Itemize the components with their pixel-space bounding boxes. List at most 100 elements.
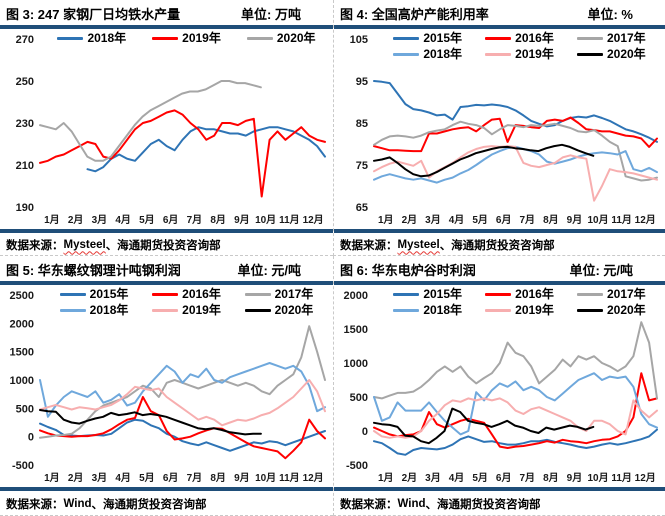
x-axis-tick: 8月 bbox=[543, 472, 559, 484]
source-note: 数据来源： Mysteel 、海通期货投资咨询部 bbox=[334, 233, 665, 255]
chart-title: 图 5: 华东螺纹钢理计吨钢利润 bbox=[6, 263, 181, 278]
divider-bar bbox=[0, 25, 333, 29]
source-brand: Wind bbox=[397, 497, 426, 510]
source-brand: Mysteel bbox=[63, 238, 106, 251]
y-axis-tick: 65 bbox=[356, 202, 368, 214]
chart-canvas: 2000 1500 1000 500 0 -500 1月 2月 3月 4月 5月 6月 7月 8月 9月 10… bbox=[344, 290, 658, 484]
y-axis-tick: 95 bbox=[356, 76, 368, 88]
chart-canvas: 2500 2000 1500 1000 500 0 -500 1月 2月 3月 4月 5月 6月 7月 8月… bbox=[10, 290, 326, 484]
source-note: 数据来源： Wind 、海通期货投资咨询部 bbox=[0, 491, 333, 515]
y-axis-tick: 1500 bbox=[10, 347, 34, 359]
source-rest: 、海通期货投资咨询部 bbox=[425, 498, 541, 511]
panel-fig3: 图 3: 247 家钢厂日均铁水产量 单位: 万吨 2018年 2019年 2020… bbox=[0, 0, 333, 256]
x-axis-tick: 3月 bbox=[92, 214, 108, 226]
y-axis-tick: 1500 bbox=[344, 324, 368, 336]
series-line-2020年 bbox=[373, 407, 595, 445]
x-axis-tick: 1月 bbox=[44, 472, 60, 484]
panel-header: 图 5: 华东螺纹钢理计吨钢利润 单位: 元/吨 bbox=[0, 256, 333, 281]
x-axis-tick: 7月 bbox=[520, 472, 536, 484]
source-prefix: 数据来源： bbox=[6, 239, 64, 252]
series-line-2015年 bbox=[373, 80, 658, 143]
x-axis-tick: 11月 bbox=[611, 214, 632, 226]
y-axis-tick: 0 bbox=[362, 426, 368, 438]
x-axis-tick: 12月 bbox=[303, 472, 324, 484]
series-line-2017年 bbox=[373, 321, 658, 400]
x-axis-tick: 5月 bbox=[472, 472, 488, 484]
chart-fig6-eaf-offpeak-profit: 2015年 2016年 2017年 2018年 2019年 2020年 2000 1500 1… bbox=[334, 285, 665, 487]
y-axis-tick: 1000 bbox=[10, 375, 34, 387]
x-axis-tick: 5月 bbox=[139, 472, 155, 484]
x-axis-tick: 4月 bbox=[449, 472, 465, 484]
source-brand: Wind bbox=[63, 497, 92, 510]
chart-unit-label: 单位: 元/吨 bbox=[569, 263, 633, 278]
series-line-2019年 bbox=[373, 145, 658, 202]
x-axis-tick: 4月 bbox=[449, 214, 465, 226]
series-line-2018年 bbox=[373, 372, 658, 436]
x-axis-tick: 2月 bbox=[68, 214, 84, 226]
y-axis-tick: 500 bbox=[350, 392, 368, 404]
divider-bar bbox=[334, 25, 665, 29]
chart-fig4-blast-furnace-utilization: 2015年 2016年 2017年 2018年 2019年 2020年 105 95 85 75… bbox=[334, 29, 665, 229]
x-axis-tick: 1月 bbox=[378, 214, 394, 226]
panel-header: 图 4: 全国高炉产能利用率 单位: % bbox=[334, 0, 665, 25]
y-axis-tick: 1000 bbox=[344, 358, 368, 370]
x-axis-tick: 9月 bbox=[567, 472, 583, 484]
chart-canvas: 270 250 230 210 190 1月 2月 3月 4月 5月 6月 7月 8月 9月 10月 11月 1… bbox=[16, 34, 326, 226]
y-axis-tick: -500 bbox=[12, 460, 34, 472]
source-brand: Mysteel bbox=[397, 238, 440, 251]
x-axis-tick: 6月 bbox=[163, 214, 179, 226]
source-rest: 、海通期货投资咨询部 bbox=[439, 239, 555, 252]
source-rest: 、海通期货投资咨询部 bbox=[91, 498, 207, 511]
panel-fig5: 图 5: 华东螺纹钢理计吨钢利润 单位: 元/吨 2015年 2016年 2017年… bbox=[0, 256, 333, 516]
series-line-2020年 bbox=[39, 409, 262, 436]
series-line-2015年 bbox=[373, 428, 658, 456]
y-axis-tick: 85 bbox=[356, 118, 368, 130]
y-axis-tick: 2000 bbox=[10, 318, 34, 330]
x-axis-tick: 8月 bbox=[210, 472, 226, 484]
y-axis-tick: 250 bbox=[16, 76, 34, 88]
x-axis-tick: 12月 bbox=[303, 214, 324, 226]
divider-bar bbox=[0, 487, 333, 491]
x-axis-tick: 9月 bbox=[234, 472, 250, 484]
x-axis-tick: 4月 bbox=[115, 214, 131, 226]
x-axis-tick: 10月 bbox=[587, 214, 608, 226]
y-axis-tick: -500 bbox=[346, 460, 368, 472]
x-axis-tick: 11月 bbox=[279, 472, 300, 484]
divider-bar bbox=[334, 229, 665, 233]
y-axis-tick: 0 bbox=[28, 432, 34, 444]
source-prefix: 数据来源： bbox=[340, 498, 398, 511]
y-axis-tick: 2000 bbox=[344, 290, 368, 302]
source-rest: 、海通期货投资咨询部 bbox=[105, 239, 221, 252]
divider-bar bbox=[0, 229, 333, 233]
x-axis-tick: 2月 bbox=[402, 214, 418, 226]
series-line-2020年 bbox=[373, 143, 595, 178]
x-axis-tick: 10月 bbox=[255, 214, 276, 226]
chart-unit-label: 单位: % bbox=[587, 7, 633, 22]
panel-header: 图 6: 华东电炉谷时利润 单位: 元/吨 bbox=[334, 256, 665, 281]
x-axis-tick: 12月 bbox=[635, 472, 656, 484]
y-axis-tick: 230 bbox=[16, 118, 34, 130]
x-axis-tick: 3月 bbox=[92, 472, 108, 484]
panel-fig4: 图 4: 全国高炉产能利用率 单位: % 2015年 2016年 2017年 2018… bbox=[333, 0, 665, 256]
panel-header: 图 3: 247 家钢厂日均铁水产量 单位: 万吨 bbox=[0, 0, 333, 25]
y-axis-tick: 270 bbox=[16, 34, 34, 46]
series-line-2019年 bbox=[39, 379, 326, 427]
chart-title: 图 4: 全国高炉产能利用率 bbox=[340, 7, 489, 22]
source-prefix: 数据来源： bbox=[340, 239, 398, 252]
x-axis-tick: 3月 bbox=[425, 472, 441, 484]
x-axis-tick: 11月 bbox=[611, 472, 632, 484]
x-axis-tick: 1月 bbox=[378, 472, 394, 484]
x-axis-tick: 5月 bbox=[472, 214, 488, 226]
x-axis-tick: 10月 bbox=[255, 472, 276, 484]
x-axis-tick: 5月 bbox=[139, 214, 155, 226]
y-axis-tick: 2500 bbox=[10, 290, 34, 302]
x-axis-tick: 11月 bbox=[279, 214, 300, 226]
divider-bar bbox=[334, 487, 665, 491]
y-axis-tick: 500 bbox=[16, 403, 34, 415]
series-line-2018年 bbox=[39, 362, 326, 418]
chart-fig5-rebar-profit: 2015年 2016年 2017年 2018年 2019年 2020年 2500 2000 1… bbox=[0, 285, 333, 487]
x-axis-tick: 9月 bbox=[567, 214, 583, 226]
x-axis-tick: 7月 bbox=[187, 472, 203, 484]
divider-bar bbox=[334, 281, 665, 285]
